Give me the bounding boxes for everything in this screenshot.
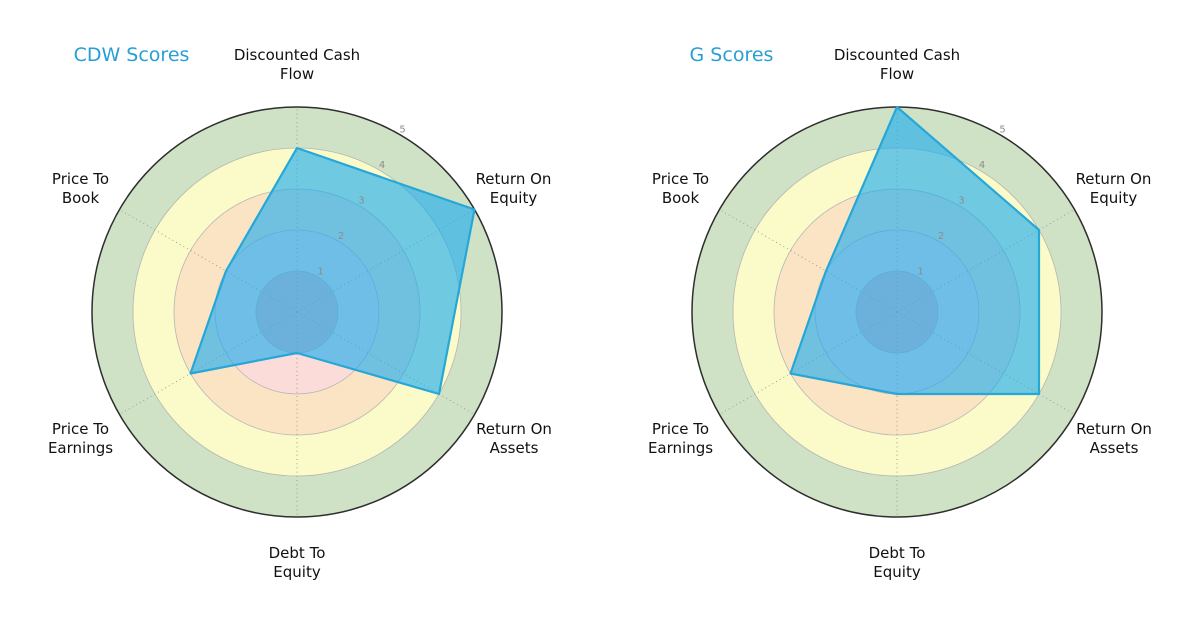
axis-label-line: Equity bbox=[490, 189, 538, 207]
axis-label-line: Flow bbox=[880, 65, 914, 83]
axis-label-price-to-book: Price To Book bbox=[652, 170, 709, 207]
axis-label-line: Return On bbox=[476, 170, 552, 188]
axis-label-line: Price To bbox=[52, 170, 109, 188]
axis-label-line: Return On bbox=[1076, 170, 1152, 188]
axis-label-return-on-assets: Return On Assets bbox=[476, 420, 552, 457]
axis-label-line: Price To bbox=[652, 170, 709, 188]
axis-label-line: Discounted Cash bbox=[834, 46, 960, 64]
axis-label-line: Discounted Cash bbox=[234, 46, 360, 64]
chart-title-cdw: CDW Scores bbox=[74, 44, 190, 66]
axis-label-line: Book bbox=[662, 189, 700, 207]
axis-label-line: Flow bbox=[280, 65, 314, 83]
axis-label-line: Earnings bbox=[48, 439, 113, 457]
axis-label-return-on-equity: Return On Equity bbox=[1076, 170, 1152, 207]
axis-label-line: Equity bbox=[1090, 189, 1138, 207]
axis-label-line: Book bbox=[62, 189, 100, 207]
axis-label-debt-to-equity: Debt To Equity bbox=[269, 544, 326, 581]
radial-tick-label-3: 3 bbox=[958, 195, 964, 206]
axis-label-return-on-equity: Return On Equity bbox=[476, 170, 552, 207]
axis-label-line: Return On bbox=[476, 420, 552, 438]
radial-tick-label-1: 1 bbox=[917, 266, 923, 277]
axis-label-return-on-assets: Return On Assets bbox=[1076, 420, 1152, 457]
axis-label-line: Debt To bbox=[869, 544, 926, 562]
score-polygon-cdw bbox=[189, 146, 476, 396]
radial-tick-label-3: 3 bbox=[358, 195, 364, 206]
radial-tick-label-5: 5 bbox=[999, 124, 1005, 135]
radial-tick-label-1: 1 bbox=[317, 266, 323, 277]
axis-label-line: Price To bbox=[52, 420, 109, 438]
axis-label-line: Equity bbox=[273, 563, 321, 581]
axis-label-line: Earnings bbox=[648, 439, 713, 457]
axis-label-line: Equity bbox=[873, 563, 921, 581]
axis-label-price-to-earnings: Price To Earnings bbox=[648, 420, 713, 457]
axis-label-price-to-earnings: Price To Earnings bbox=[48, 420, 113, 457]
axis-label-line: Debt To bbox=[269, 544, 326, 562]
axis-label-discounted-cash-flow: Discounted Cash Flow bbox=[234, 46, 360, 83]
radial-tick-label-5: 5 bbox=[399, 124, 405, 135]
axis-label-line: Return On bbox=[1076, 420, 1152, 438]
axis-label-debt-to-equity: Debt To Equity bbox=[869, 544, 926, 581]
axis-label-line: Price To bbox=[652, 420, 709, 438]
axis-label-discounted-cash-flow: Discounted Cash Flow bbox=[834, 46, 960, 83]
radial-tick-label-4: 4 bbox=[979, 160, 985, 171]
score-polygon-g bbox=[789, 105, 1041, 396]
radial-tick-label-4: 4 bbox=[379, 160, 385, 171]
chart-title-g: G Scores bbox=[690, 44, 774, 66]
radial-tick-label-2: 2 bbox=[938, 231, 944, 242]
axis-label-line: Assets bbox=[1090, 439, 1139, 457]
radial-tick-label-2: 2 bbox=[338, 231, 344, 242]
polar-outline bbox=[91, 106, 503, 518]
axis-label-price-to-book: Price To Book bbox=[52, 170, 109, 207]
axis-label-line: Assets bbox=[490, 439, 539, 457]
